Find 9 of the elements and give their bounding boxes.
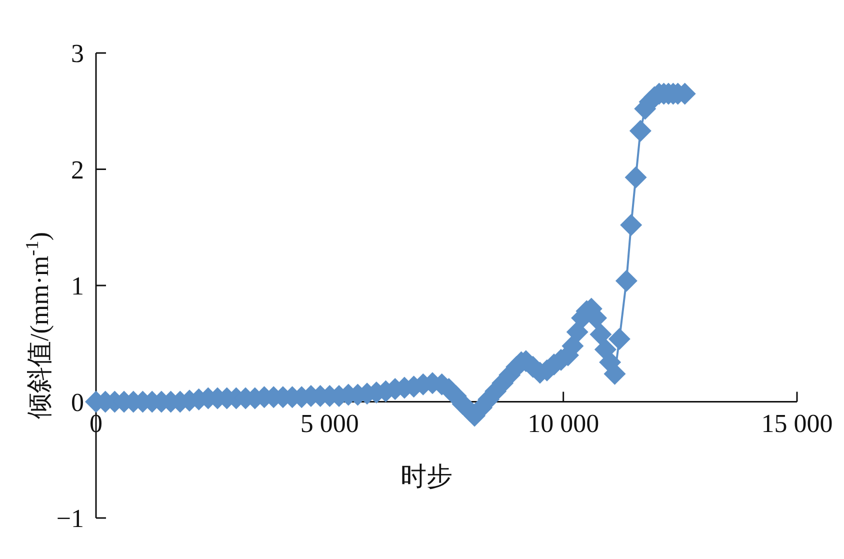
y-tick-label: 1: [71, 272, 84, 300]
x-axis-title: 时步: [400, 462, 452, 491]
y-tick-label: 0: [71, 388, 84, 417]
x-tick-label: 15 000: [761, 408, 833, 438]
y-tick-label: 3: [71, 39, 84, 68]
x-tick-label: 5 000: [300, 408, 359, 438]
x-tick-label: 10 000: [528, 408, 600, 438]
y-tick-label: −1: [56, 504, 84, 533]
y-tick-label: 2: [71, 155, 84, 184]
